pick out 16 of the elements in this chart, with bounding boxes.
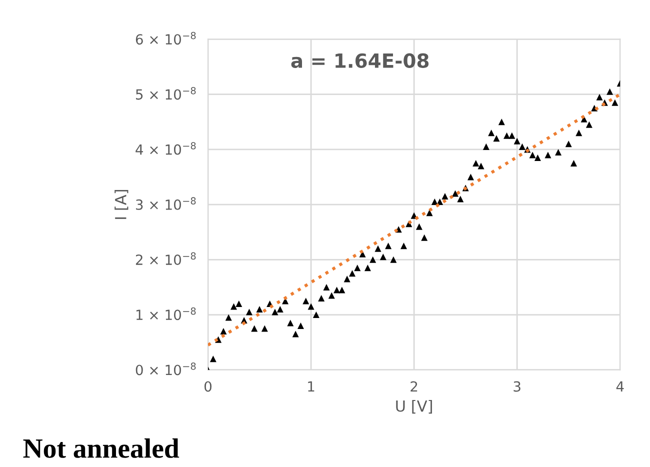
y-tick-label: 5 × 10$^{−8}$ [136,86,196,100]
y-tick-label: 3 × 10$^{−8}$ [136,197,196,210]
y-tick-label: 6 × 10$^{−8}$ [136,32,196,45]
x-tick-label: 0 [204,381,212,392]
y-tick-label: 1 × 10$^{−8}$ [136,307,196,320]
x-tick-label: 3 [514,381,520,392]
annotation: a = 1.64E-08 [291,53,429,68]
y-tick-label: 4 × 10$^{−8}$ [136,142,196,155]
text: Not annealed [23,438,180,458]
y-axis-title: I [A] [114,190,128,219]
x-tick-label: 1 [308,381,314,392]
x-tick-label: 2 [410,381,418,392]
y-tick-label: 0 × 10$^{−8}$ [136,362,196,376]
x-tick-label: 4 [616,381,624,392]
y-tick-label: 2 × 10$^{−8}$ [136,252,196,266]
x-axis-title: U [V] [396,400,432,414]
